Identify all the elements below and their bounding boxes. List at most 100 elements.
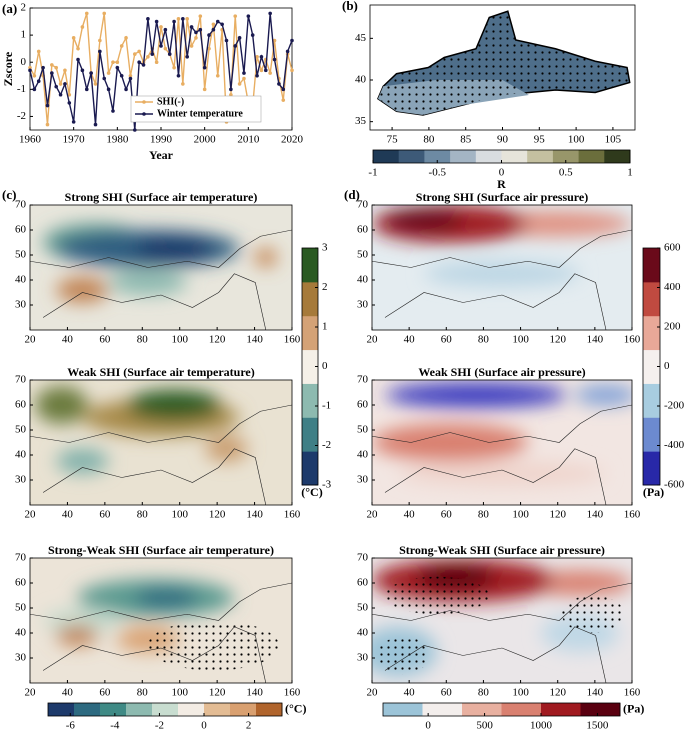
y-tick-label: 50 xyxy=(357,424,369,436)
x-tick-label: 100 xyxy=(171,509,188,521)
colorbar-frame xyxy=(47,702,283,717)
colorbar-tick-label: 400 xyxy=(664,281,681,293)
colorbar-cell xyxy=(501,150,528,163)
point xyxy=(28,65,32,70)
border xyxy=(42,273,267,330)
colorbar-cell xyxy=(643,451,660,486)
x-tick-label: 60 xyxy=(99,334,111,346)
point xyxy=(80,25,85,29)
x-tick-label: 75 xyxy=(387,134,399,146)
point xyxy=(54,84,58,89)
colorbar-tick-label: 3 xyxy=(322,242,328,254)
x-tick-label: 20 xyxy=(25,687,37,699)
point xyxy=(220,22,224,27)
colorbar-cell xyxy=(302,281,318,317)
point xyxy=(272,57,277,62)
point xyxy=(198,27,203,32)
point xyxy=(159,44,163,48)
y-tick-label: 70 xyxy=(15,552,27,564)
colorbar-cell xyxy=(643,315,660,351)
border xyxy=(372,404,632,443)
field-blob xyxy=(385,207,463,233)
point xyxy=(111,109,115,113)
point xyxy=(71,36,76,40)
y-tick-label: 60 xyxy=(357,577,369,589)
panel: 0 500 1000 1500 (Pa) xyxy=(382,701,644,731)
y-tick-label: 2 xyxy=(21,2,27,14)
map-title: Strong-Weak SHI (Surface air pressure) xyxy=(399,543,605,557)
y-tick-label: 50 xyxy=(357,249,369,261)
point xyxy=(172,19,176,24)
field-blob xyxy=(134,588,198,608)
x-axis-label: Year xyxy=(149,148,174,162)
colorbar-tick-label: 0 xyxy=(425,720,431,731)
x-tick-label: 100 xyxy=(171,687,188,699)
x-tick-label: 2010 xyxy=(237,134,260,146)
point xyxy=(202,65,207,70)
colorbar-cell xyxy=(256,703,283,716)
field xyxy=(372,382,632,487)
colorbar-tick-label: -2 xyxy=(322,439,331,451)
colorbar-cell xyxy=(302,383,318,418)
point xyxy=(41,65,45,70)
y-tick-label: 40 xyxy=(15,274,27,286)
point xyxy=(102,76,107,81)
point xyxy=(45,122,50,127)
y-tick-label: 70 xyxy=(15,199,27,211)
colorbar-cell xyxy=(204,703,231,716)
panel: (a) Zscore Year SHI(-)Winter temperature 196… xyxy=(1,1,304,162)
panel: -600 -400 -200 0 200 400 600 (Pa) xyxy=(642,242,685,499)
point xyxy=(63,68,67,73)
x-tick-label: 40 xyxy=(404,334,416,346)
point xyxy=(32,73,37,78)
y-tick-label: 40 xyxy=(355,74,367,86)
point xyxy=(67,92,72,97)
panel: -6 -4 -2 0 2 (°C) xyxy=(47,701,306,731)
y-tick-label: 70 xyxy=(357,199,369,211)
point xyxy=(242,76,246,81)
map-frame xyxy=(29,204,293,331)
colorbar-label: R xyxy=(497,177,506,191)
y-tick-label: -1 xyxy=(17,83,26,95)
border xyxy=(384,626,607,683)
colorbar-tick-label: -600 xyxy=(664,479,685,491)
point xyxy=(58,82,63,86)
point xyxy=(163,27,168,32)
colorbar-tick-label: 1 xyxy=(627,167,633,179)
border xyxy=(384,448,607,505)
field-blob xyxy=(43,608,122,633)
map-frame xyxy=(29,379,293,506)
x-tick-label: 120 xyxy=(209,687,226,699)
point xyxy=(58,92,63,97)
point xyxy=(124,87,128,92)
x-tick-label: 100 xyxy=(512,334,529,346)
map xyxy=(372,205,632,330)
panel-label: (c) xyxy=(2,187,16,202)
map-frame xyxy=(29,557,293,684)
field-blob xyxy=(56,448,109,474)
colorbar-tick-label: 0 xyxy=(664,360,670,372)
y-tick-label: 30 xyxy=(15,652,27,664)
y-tick-label: 30 xyxy=(357,474,369,486)
colorbar-cell xyxy=(552,150,580,163)
point xyxy=(290,38,294,43)
point xyxy=(36,49,41,54)
map-title: Strong SHI (Surface air temperature) xyxy=(65,190,258,204)
field xyxy=(35,386,248,474)
point xyxy=(181,17,185,21)
panel-label: (d) xyxy=(344,187,360,202)
colorbar-cell xyxy=(302,451,318,486)
x-tick-label: 120 xyxy=(549,509,566,521)
map-title: Strong SHI (Surface air pressure) xyxy=(416,190,588,204)
point xyxy=(28,68,32,73)
point xyxy=(229,92,233,97)
colorbar-cell xyxy=(643,281,660,317)
point xyxy=(281,87,286,92)
colorbar-cell xyxy=(230,703,257,716)
colorbar-cell xyxy=(643,248,660,283)
colorbar-cell xyxy=(501,703,542,716)
x-tick-label: 105 xyxy=(605,134,622,146)
map xyxy=(30,205,292,330)
panel: (b) 75 80 85 90 95 100 105 35 40 45 xyxy=(342,0,636,146)
point xyxy=(176,17,181,21)
